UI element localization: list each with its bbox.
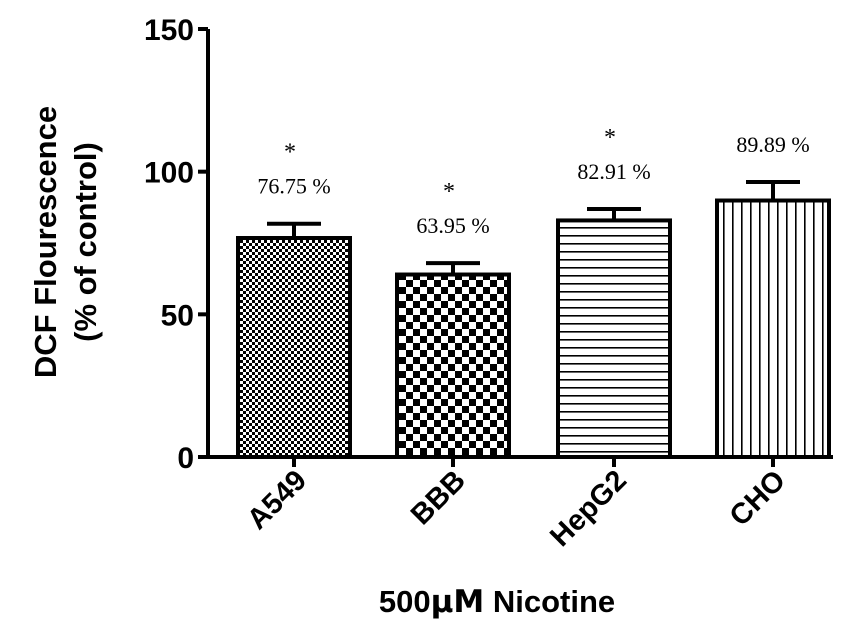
x-tick-label: BBB	[405, 464, 472, 531]
y-axis-label-line1: DCF Flourescence	[28, 106, 63, 378]
data-label: 76.75 %	[257, 174, 330, 199]
x-tick-label: A549	[241, 464, 313, 536]
y-tick-label: 100	[144, 157, 194, 190]
bar-bbb	[395, 272, 511, 459]
data-label: 63.95 %	[416, 213, 489, 238]
x-tick-label: CHO	[724, 464, 792, 532]
plot-area: 0 50 100 150 A549 76.75 % * BBB 63.95 % * HepG2 82.…	[144, 14, 833, 553]
bar-a549	[236, 236, 352, 459]
x-axis-label-unit: μM	[431, 584, 485, 620]
x-axis-label-rest: Nicotine	[484, 584, 615, 619]
y-axis-label: DCF Flourescence (% of control)	[28, 106, 103, 378]
x-axis-label-number: 500	[379, 584, 431, 619]
x-tick-label: HepG2	[544, 464, 633, 553]
significance-marker: *	[604, 125, 616, 151]
y-tick-label: 150	[144, 14, 194, 47]
bar-cho	[715, 198, 831, 460]
significance-marker: *	[443, 179, 455, 205]
x-axis-label: 500μM Nicotine	[379, 584, 615, 620]
y-axis-label-line2: (% of control)	[68, 142, 103, 342]
bar-hepg2	[556, 218, 672, 459]
y-tick-label: 0	[177, 442, 194, 475]
data-label: 82.91 %	[577, 159, 650, 184]
significance-marker: *	[284, 140, 296, 166]
y-tick-label: 50	[161, 299, 194, 332]
data-label: 89.89 %	[736, 132, 809, 157]
